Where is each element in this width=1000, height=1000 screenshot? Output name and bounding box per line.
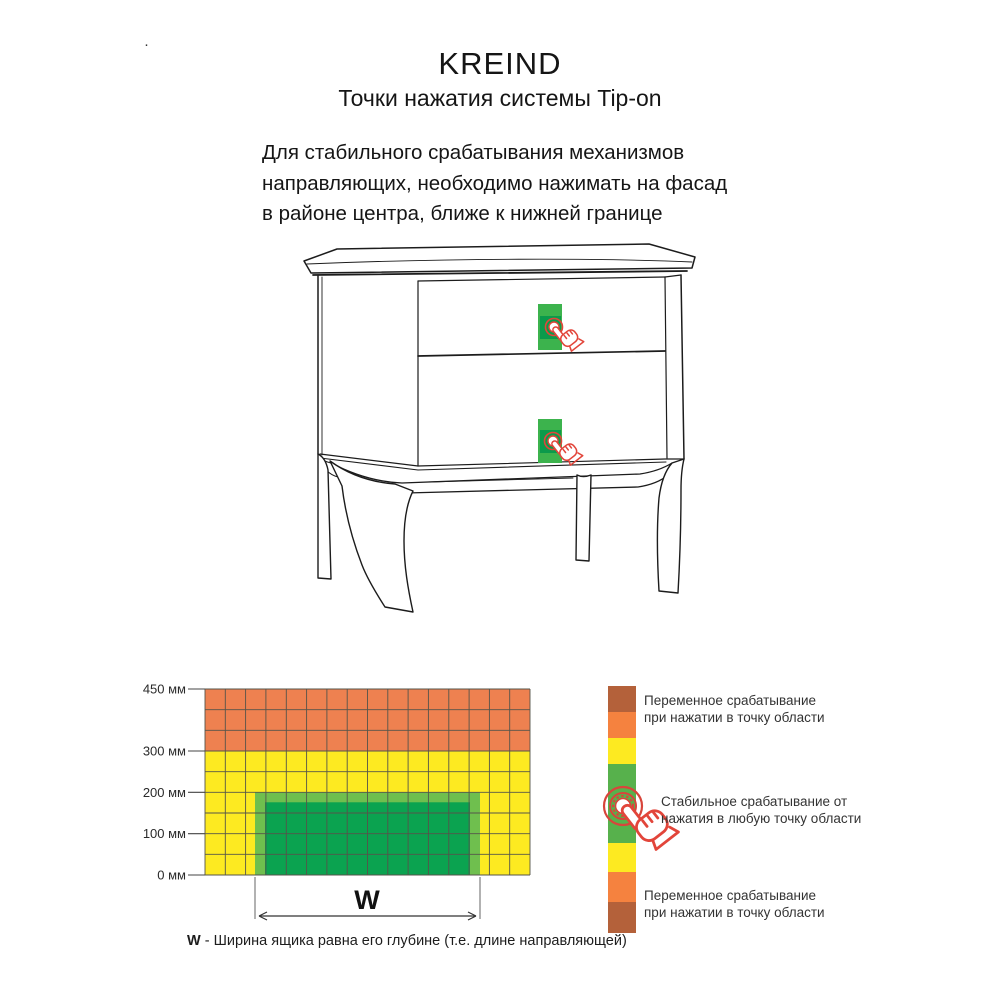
description-paragraph: Для стабильного срабатывания механизмов … <box>262 138 727 230</box>
width-dimension <box>254 877 481 921</box>
leg-back-left <box>317 453 332 580</box>
legend-label-line: при нажатии в точку области <box>644 904 825 920</box>
leg-front-left <box>329 460 414 613</box>
drawer-divider <box>417 350 666 357</box>
cabinet-carcass <box>317 274 685 471</box>
chart-footnote: W - Ширина ящика равна его глубине (т.е.… <box>187 933 627 949</box>
footnote-term: W <box>187 933 201 949</box>
footnote-text: - Ширина ящика равна его глубине (т.е. д… <box>200 933 627 949</box>
page-subtitle: Точки нажатия системы Tip-on <box>338 85 662 111</box>
legs <box>317 453 685 613</box>
leg-back-right <box>575 474 592 562</box>
legend-label-line: Стабильное срабатывание от <box>661 794 848 809</box>
y-tick-100: 100 мм <box>143 826 186 841</box>
legend-segment-brown-bottom <box>608 902 636 933</box>
description-line-1: Для стабильного срабатывания механизмов <box>262 141 685 164</box>
stray-dot: · <box>144 36 149 53</box>
press-zone-lower-drawer <box>538 419 584 468</box>
legend-segment-orange-bottom <box>608 872 636 902</box>
legend-label-line: Переменное срабатывание <box>644 693 817 708</box>
y-tick-450: 450 мм <box>143 682 186 697</box>
legend-segment-orange-top <box>608 712 636 738</box>
legend-segment-brown-top <box>608 686 636 712</box>
legend-label-line: нажатия в любую точку области <box>661 810 862 826</box>
legend-press-icon <box>602 785 680 854</box>
y-tick-0: 0 мм <box>157 868 186 883</box>
brand-title: KREIND <box>438 46 562 81</box>
legend-segment-yellow-top <box>608 738 636 764</box>
legend-label-line: Переменное срабатывание <box>644 888 817 903</box>
press-zone-chart: 450 мм 300 мм 200 мм 100 мм 0 мм W <box>143 682 531 921</box>
press-zone-upper-drawer <box>538 304 585 354</box>
y-tick-300: 300 мм <box>143 744 186 759</box>
furniture-illustration <box>303 243 696 613</box>
cabinet-top-lid <box>303 243 696 276</box>
legend-item-variable-top: Переменное срабатывание при нажатии в то… <box>644 693 825 726</box>
legend-item-variable-bottom: Переменное срабатывание при нажатии в то… <box>644 888 825 921</box>
width-label: W <box>354 885 380 915</box>
y-tick-200: 200 мм <box>143 785 186 800</box>
description-line-2: направляющих, необходимо нажимать на фас… <box>262 171 728 195</box>
legend-label-line: при нажатии в точку области <box>644 709 825 725</box>
legend-item-stable: Стабильное срабатывание от нажатия в люб… <box>661 794 861 827</box>
legend-segment-yellow-bottom <box>608 843 636 872</box>
chart-gridlines <box>204 688 531 876</box>
cabinet-body <box>318 273 684 461</box>
leg-front-right <box>656 458 685 594</box>
legend-color-bar <box>608 686 636 933</box>
axis-ticks <box>188 688 205 876</box>
description-line-3: в районе центра, ближе к нижней границе <box>262 202 663 225</box>
